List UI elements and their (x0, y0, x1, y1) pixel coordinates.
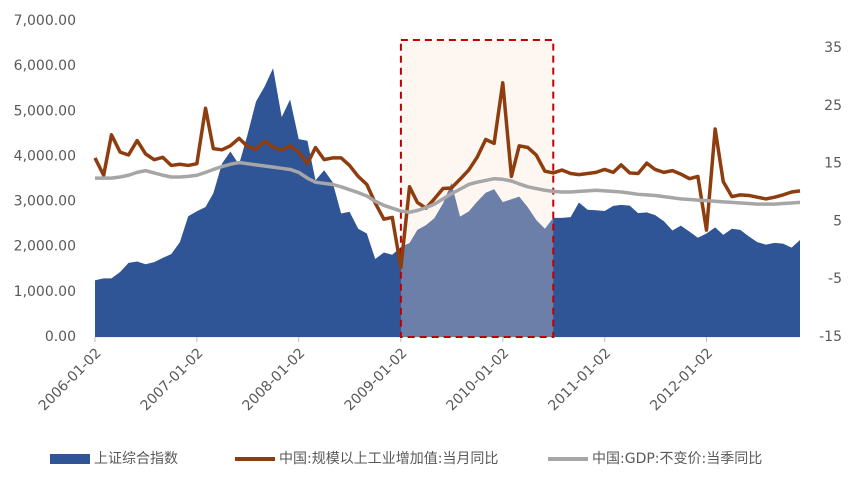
x-tick-label: 2012-01-02 (647, 345, 716, 414)
legend-swatch (50, 454, 90, 464)
y2-tick-label: 35 (824, 40, 842, 56)
line-series (93, 81, 801, 270)
y-tick-label: 1,000.00 (14, 284, 76, 300)
x-tick-label: 2008-01-02 (240, 345, 309, 414)
y-tick-label: 5,000.00 (14, 103, 76, 119)
legend-label: 中国:规模以上工业增加值:当月同比 (279, 451, 498, 467)
x-tick-label: 2011-01-02 (545, 345, 614, 414)
x-tick-label: 2010-01-02 (444, 345, 513, 414)
legend-label: 中国:GDP:不变价:当季同比 (592, 451, 762, 467)
y-tick-label: 2,000.00 (14, 239, 76, 255)
y2-tick-label: 15 (824, 156, 842, 172)
x-tick-label: 2009-01-02 (342, 345, 411, 414)
y-tick-label: 3,000.00 (14, 194, 76, 210)
x-tick-label: 2007-01-02 (138, 345, 207, 414)
y2-tick-label: -15 (819, 329, 842, 345)
area-series (95, 68, 800, 338)
legend-label: 上证综合指数 (94, 451, 178, 467)
y2-tick-label: 5 (833, 213, 842, 229)
y-tick-label: 0.00 (45, 329, 76, 345)
y2-tick-label: 25 (824, 98, 842, 114)
y-tick-label: 7,000.00 (14, 13, 76, 29)
x-tick-label: 2006-01-02 (36, 345, 105, 414)
y2-tick-label: -5 (828, 271, 842, 287)
y-tick-label: 4,000.00 (14, 148, 76, 164)
y-tick-label: 6,000.00 (14, 58, 76, 74)
line-series (95, 160, 801, 214)
